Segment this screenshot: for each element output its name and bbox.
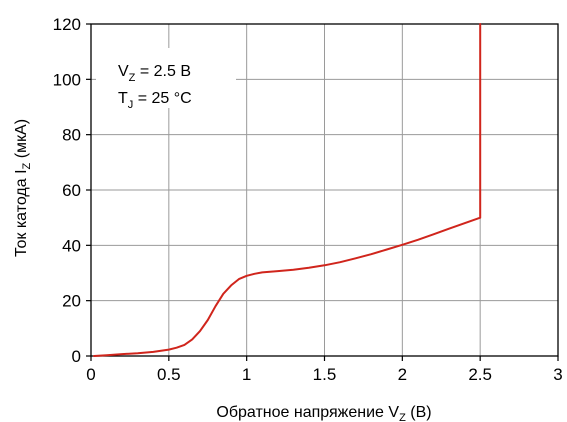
y-tick-label: 20 <box>62 292 81 311</box>
y-tick-label: 0 <box>72 347 81 366</box>
y-tick-label: 80 <box>62 126 81 145</box>
x-ticks: 0 0.5 1 1.5 2 2.5 3 <box>86 356 563 384</box>
y-tick-label: 120 <box>53 15 81 34</box>
annotation-box: VZ = 2.5 В TJ = 25 °C <box>96 48 236 111</box>
annotation-vz: VZ = 2.5 В <box>118 63 191 84</box>
y-tick-label: 40 <box>62 236 81 255</box>
x-tick-label: 0 <box>86 365 95 384</box>
x-tick-label: 1 <box>242 365 251 384</box>
x-tick-label: 2 <box>398 365 407 384</box>
x-tick-label: 1.5 <box>313 365 337 384</box>
x-axis-title: Обратное напряжение VZ (В) <box>216 404 431 422</box>
x-tick-label: 0.5 <box>157 365 181 384</box>
y-axis-title: Ток катода IZ (мкА) <box>13 119 33 257</box>
y-ticks: 0 20 40 60 80 100 120 <box>53 15 91 366</box>
x-tick-label: 3 <box>553 365 562 384</box>
annotation-background <box>96 48 236 108</box>
series-line <box>93 23 482 357</box>
y-tick-label: 60 <box>62 181 81 200</box>
data-series <box>93 23 482 357</box>
annotation-tj: TJ = 25 °C <box>118 90 192 111</box>
y-tick-label: 100 <box>53 70 81 89</box>
x-tick-label: 2.5 <box>468 365 492 384</box>
